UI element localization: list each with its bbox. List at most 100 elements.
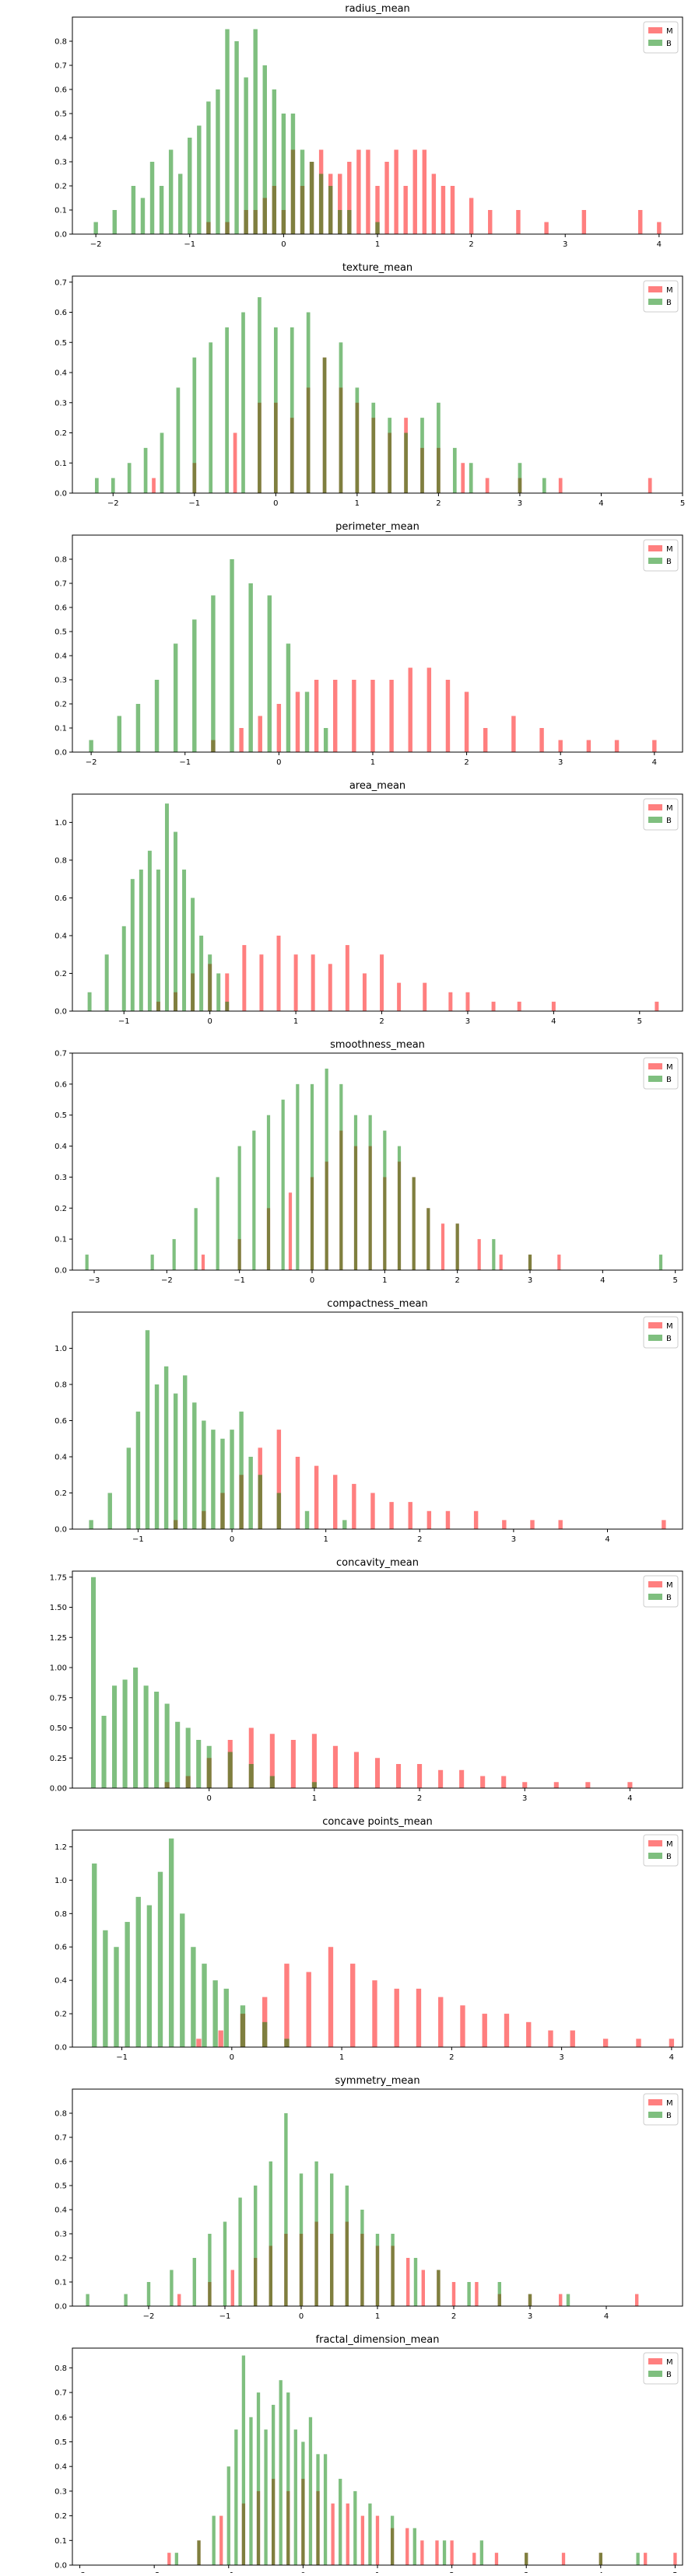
y-tick-label: 0.3 <box>54 1174 67 1182</box>
x-tick-label: 3 <box>528 2312 532 2321</box>
bar <box>191 1947 196 2047</box>
y-tick-label: 0.4 <box>54 932 67 940</box>
bar <box>266 1115 271 1270</box>
x-tick-label: −2 <box>107 499 119 508</box>
bar <box>168 1838 174 2047</box>
legend-box <box>643 1575 679 1608</box>
series-B <box>90 1577 317 1788</box>
bar <box>197 2540 201 2565</box>
bar <box>242 945 247 1011</box>
legend-swatch <box>648 2112 662 2118</box>
bar <box>530 1520 535 1529</box>
y-tick-label: 0.2 <box>54 2255 67 2263</box>
chart-panel: compactness_mean −1 0 1 2 3 4 0.0 0.2 0.4 0.6 0.8 1.… <box>54 1298 683 1544</box>
y-tick-label: 0.7 <box>54 2134 67 2143</box>
bar <box>276 1430 282 1529</box>
legend-label: M <box>666 1322 673 1331</box>
bar <box>598 2553 602 2565</box>
x-tick-label: −1 <box>233 1276 245 1285</box>
bar <box>311 954 315 1011</box>
bar <box>248 1727 254 1788</box>
bar <box>662 1520 666 1529</box>
bar <box>380 954 384 1011</box>
bar <box>218 2030 223 2047</box>
bar <box>290 1740 296 1788</box>
x-tick-label: 2 <box>469 240 473 249</box>
bar <box>248 583 253 752</box>
bar <box>636 2039 641 2047</box>
axes-frame <box>72 793 683 1012</box>
x-tick-label: 1 <box>375 240 380 249</box>
bar <box>126 1447 132 1529</box>
x-tick-label: 2 <box>417 1794 422 1803</box>
bar <box>426 667 432 752</box>
bar <box>390 2515 395 2565</box>
bar <box>174 2553 179 2565</box>
legend-swatch <box>648 1335 662 1341</box>
x-tick-label: −1 <box>184 240 195 249</box>
bar <box>272 89 277 234</box>
bar <box>517 1001 521 1011</box>
bar <box>397 982 402 1011</box>
bar <box>355 387 360 493</box>
bar <box>655 1001 659 1011</box>
bar <box>180 1913 185 2047</box>
bar <box>256 2392 261 2565</box>
bar <box>442 2540 447 2565</box>
bar <box>504 2014 510 2047</box>
bar <box>338 173 342 234</box>
series-B <box>86 2113 570 2306</box>
bar <box>281 114 286 234</box>
x-tick-label: 2 <box>449 2053 454 2062</box>
chart-panel: perimeter_mean −2 −1 0 1 2 3 4 0.0 0.1 0.2 0.3 0.4 0.… <box>54 521 683 767</box>
bar <box>103 1930 108 2047</box>
bar <box>293 2429 297 2565</box>
legend: MB <box>643 21 679 54</box>
x-tick-label: −3 <box>89 1276 100 1285</box>
legend-label: M <box>666 545 673 554</box>
bar <box>339 1083 343 1270</box>
bar <box>526 2021 532 2047</box>
x-tick-label: −1 <box>179 758 191 767</box>
bar <box>209 342 213 493</box>
bar <box>253 29 258 234</box>
y-tick-label: 0.5 <box>54 1111 67 1120</box>
chart-panel: smoothness_mean −3 −2 −1 0 1 2 3 4 5 0.0 0.1 0.2 0.3 0… <box>54 1039 683 1285</box>
bar <box>370 1493 375 1529</box>
y-tick-label: 0.75 <box>50 1694 67 1703</box>
bar <box>147 850 152 1011</box>
legend: MB <box>643 2352 679 2385</box>
bar <box>445 680 451 752</box>
y-tick-label: 1.0 <box>54 1877 67 1885</box>
bar <box>304 1510 310 1529</box>
series-M <box>211 667 657 752</box>
bar <box>241 2355 246 2565</box>
bar <box>288 1192 293 1270</box>
series-B <box>95 297 546 493</box>
chart-title: smoothness_mean <box>330 1039 425 1051</box>
legend-label: B <box>666 1076 672 1084</box>
x-tick-label: −2 <box>90 240 102 249</box>
bar <box>525 2553 528 2565</box>
bar <box>95 478 99 493</box>
x-tick-label: 1 <box>370 758 375 767</box>
bar <box>475 2282 479 2306</box>
x-tick-label: 4 <box>657 240 662 249</box>
bar <box>420 2540 424 2565</box>
bar <box>157 1871 163 2047</box>
y-tick-label: 0.6 <box>54 2158 67 2167</box>
bar <box>333 1475 338 1529</box>
y-tick-label: 0.2 <box>54 2011 67 2019</box>
bar <box>448 992 453 1011</box>
x-tick-label: 2 <box>464 758 469 767</box>
legend-swatch <box>648 545 662 551</box>
legend-box <box>643 280 679 313</box>
bar <box>644 2553 648 2565</box>
bar <box>412 1177 416 1270</box>
y-tick-label: 0.7 <box>54 2389 67 2398</box>
bar <box>352 680 356 752</box>
legend-swatch <box>648 1076 662 1082</box>
bar <box>86 2294 90 2306</box>
legend-swatch <box>648 1063 662 1069</box>
bar <box>219 2515 223 2565</box>
